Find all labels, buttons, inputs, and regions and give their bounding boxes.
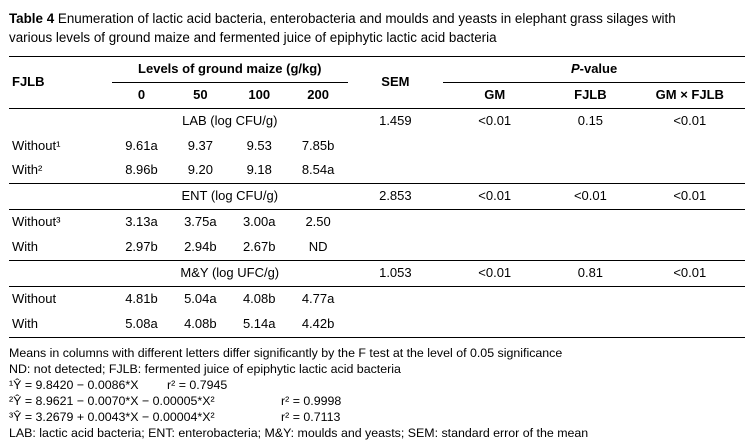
equation-2-r2: r² = 0.9998: [281, 393, 342, 408]
col-header-maize-100: 100: [229, 82, 289, 109]
cell-value: 2.97b: [125, 239, 158, 255]
empty-cell: [348, 286, 745, 311]
cell-value: ND: [308, 239, 328, 255]
col-header-fjlb: FJLB: [9, 56, 113, 109]
table-caption-text: Enumeration of lactic acid bacteria, ent…: [9, 11, 676, 46]
col-group-maize: Levels of ground maize (g/kg): [112, 56, 348, 83]
cell-value: 9.53: [246, 137, 272, 153]
row-label: With: [12, 315, 38, 331]
data-row-lab-with: With² 8.96b 9.20 9.18 8.54a: [9, 158, 745, 183]
data-row-ent-with: With 2.97b 2.94b 2.67b ND: [9, 235, 745, 260]
data-row-ent-without: Without³ 3.13a 3.75a 3.00a 2.50: [9, 210, 745, 235]
section-row-my: M&Y (log UFC/g) 1.053 <0.01 0.81 <0.01: [9, 260, 745, 287]
empty-cell: [9, 183, 113, 211]
section-p-gmxfjlb-my: <0.01: [634, 260, 745, 287]
equation-3-r2: r² = 0.7113: [281, 409, 341, 424]
cell-value: 2.50: [305, 214, 331, 230]
table-caption: Table 4 Enumeration of lactic acid bacte…: [9, 9, 721, 48]
empty-cell: [348, 210, 745, 235]
row-label: Without¹: [12, 137, 61, 153]
cell-value: 7.85b: [301, 137, 335, 153]
cell-value: 8.96b: [125, 162, 158, 178]
cell-value: 4.08b: [242, 290, 276, 306]
pvalue-suffix: -value: [579, 60, 618, 76]
col-header-maize-50: 50: [170, 82, 230, 109]
section-p-gmxfjlb-lab: <0.01: [673, 112, 707, 128]
pvalue-italic-p: P: [570, 60, 580, 76]
col-header-maize-200: 200: [288, 82, 348, 109]
row-label: Without: [12, 290, 57, 306]
col-header-fjlb-p: FJLB: [546, 82, 635, 109]
section-p-gm-lab: <0.01: [478, 112, 512, 128]
footnotes: Means in columns with different letters …: [9, 345, 745, 441]
row-label: Without³: [12, 214, 61, 230]
section-sem-lab: 1.459: [379, 112, 412, 128]
section-name-my: M&Y (log UFC/g): [112, 260, 348, 287]
cell-value: 5.04a: [184, 290, 217, 306]
section-name-lab: LAB (log CFU/g): [182, 112, 278, 128]
col-header-sem: SEM: [347, 56, 444, 109]
cell-value: 4.81b: [125, 290, 158, 306]
section-p-gm-my: <0.01: [443, 260, 547, 287]
section-sem-my: 1.053: [347, 260, 444, 287]
col-group-pvalue: P-value: [443, 56, 745, 83]
equation-1-r2: r² = 0.7945: [167, 377, 228, 392]
section-p-gmxfjlb-ent: <0.01: [634, 183, 745, 211]
cell-value: 4.08b: [184, 315, 217, 331]
footnote-equation-2: ²Ŷ = 8.9621 − 0.0070*X − 0.00005*X² r² = …: [9, 393, 745, 409]
cell-value: 9.61a: [125, 137, 158, 153]
col-header-gm: GM: [443, 82, 547, 109]
footnote-significance: Means in columns with different letters …: [9, 345, 563, 360]
section-name-ent: ENT (log CFU/g): [112, 183, 348, 211]
col-header-maize-0: 0: [112, 82, 171, 109]
cell-value: 3.00a: [242, 214, 276, 230]
cell-value: 9.37: [187, 137, 213, 153]
cell-value: 3.75a: [184, 214, 217, 230]
cell-value: 2.67b: [242, 239, 276, 255]
empty-cell: [348, 312, 745, 337]
footnote-nd-fjlb: ND: not detected; FJLB: fermented juice …: [9, 361, 401, 376]
footnote-equation-1: ¹Ŷ = 9.8420 − 0.0086*X r² = 0.7945: [9, 377, 745, 393]
cell-value: 5.14a: [242, 315, 276, 331]
section-p-fjlb-ent: <0.01: [546, 183, 635, 211]
empty-cell: [9, 108, 112, 133]
equation-3: ³Ŷ = 3.2679 + 0.0043*X − 0.00004*X²: [9, 409, 215, 424]
cell-value: 4.42b: [301, 315, 335, 331]
row-label: With: [12, 239, 38, 255]
data-row-lab-without: Without¹ 9.61a 9.37 9.53 7.85b: [9, 134, 745, 159]
row-label: With²: [12, 162, 43, 178]
cell-value: 8.54a: [301, 162, 335, 178]
section-sem-ent: 2.853: [347, 183, 444, 211]
table-caption-label: Table 4: [9, 11, 55, 26]
empty-cell: [9, 260, 113, 287]
equation-2: ²Ŷ = 8.9621 − 0.0070*X − 0.00005*X²: [9, 393, 215, 408]
empty-cell: [348, 158, 745, 183]
cell-value: 9.20: [187, 162, 213, 178]
results-table: FJLB Levels of ground maize (g/kg) SEM P…: [9, 55, 745, 338]
header-row-groups: FJLB Levels of ground maize (g/kg) SEM P…: [9, 56, 745, 109]
empty-cell: [348, 235, 745, 260]
section-p-fjlb-my: 0.81: [546, 260, 635, 287]
col-header-gm-x-fjlb: GM × FJLB: [634, 82, 745, 109]
section-p-fjlb-lab: 0.15: [577, 112, 604, 128]
footnote-abbreviations: LAB: lactic acid bacteria; ENT: enteroba…: [9, 425, 589, 440]
cell-value: 9.18: [246, 162, 272, 178]
cell-value: 2.94b: [184, 239, 217, 255]
empty-cell: [348, 134, 745, 159]
data-row-my-without: Without 4.81b 5.04a 4.08b 4.77a: [9, 286, 745, 311]
header-row-columns: 0 50 100 200 GM FJLB GM × FJLB: [9, 82, 745, 109]
section-p-gm-ent: <0.01: [443, 183, 547, 211]
cell-value: 4.77a: [301, 290, 335, 306]
section-row-lab: LAB (log CFU/g) 1.459 <0.01 0.15 <0.01: [9, 108, 745, 133]
equation-1: ¹Ŷ = 9.8420 − 0.0086*X: [9, 377, 139, 392]
cell-value: 5.08a: [125, 315, 158, 331]
data-row-my-with: With 5.08a 4.08b 5.14a 4.42b: [9, 312, 745, 337]
section-row-ent: ENT (log CFU/g) 2.853 <0.01 <0.01 <0.01: [9, 183, 745, 211]
cell-value: 3.13a: [125, 214, 158, 230]
footnote-equation-3: ³Ŷ = 3.2679 + 0.0043*X − 0.00004*X² r² = …: [9, 409, 745, 425]
